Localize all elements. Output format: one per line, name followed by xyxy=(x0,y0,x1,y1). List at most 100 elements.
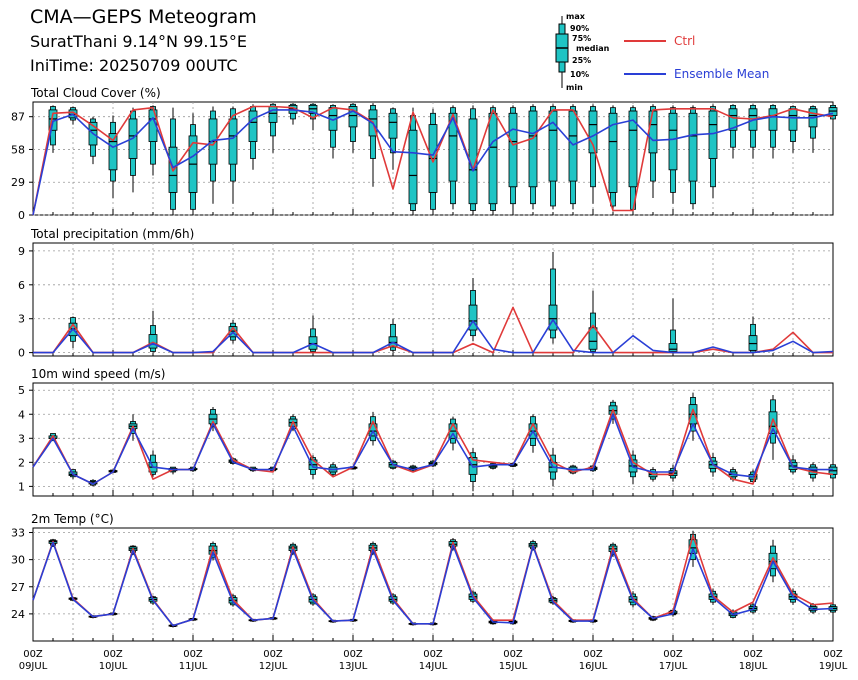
box-iqr xyxy=(248,110,258,142)
y-tick-label: 3 xyxy=(18,432,25,445)
box-iqr xyxy=(728,108,738,131)
box-iqr xyxy=(108,133,118,171)
box-lower-tail xyxy=(450,180,456,205)
x-hour-label: 00Z xyxy=(663,649,683,660)
initime-label: IniTime: 20250709 00UTC xyxy=(30,56,238,75)
box-lower-tail xyxy=(590,152,596,188)
box-upper-tail xyxy=(550,268,556,306)
legend-box-label: 90% xyxy=(570,24,589,33)
box-upper-tail xyxy=(750,323,756,337)
box-upper-tail xyxy=(150,325,156,335)
box-iqr xyxy=(488,112,498,205)
box-lower-tail xyxy=(470,203,476,211)
box-lower-tail xyxy=(810,473,816,479)
box-lower-tail xyxy=(130,158,136,176)
box-iqr xyxy=(348,106,358,128)
box-whisker xyxy=(608,105,618,212)
box-whisker xyxy=(588,290,598,353)
box-upper-tail xyxy=(310,328,316,338)
y-tick-label: 4 xyxy=(18,408,25,421)
box-whisker xyxy=(508,105,518,210)
box-whisker xyxy=(568,104,578,210)
box-iqr xyxy=(628,110,638,188)
box-lower-tail xyxy=(570,180,576,205)
box-lower-tail xyxy=(230,336,236,341)
box-upper-tail xyxy=(630,107,636,112)
box-whisker xyxy=(368,103,378,187)
box-lower-tail xyxy=(710,467,716,473)
panel-3: 10m wind speed (m/s) 1 2 3 4 5 xyxy=(18,367,838,497)
box-whisker xyxy=(248,104,258,170)
x-date-label: 15JUL xyxy=(499,661,528,672)
y-tick-label: 30 xyxy=(11,554,25,567)
panel-title: Total Cloud Cover (%) xyxy=(30,86,161,100)
box-lower-tail xyxy=(550,180,556,207)
panel-title: Total precipitation (mm/6h) xyxy=(30,227,194,241)
legend-box-label: median xyxy=(576,44,610,53)
y-tick-label: 58 xyxy=(11,143,25,156)
box-lower-tail xyxy=(350,126,356,142)
box-lower-tail xyxy=(250,141,256,159)
box-lower-tail xyxy=(430,191,436,210)
y-tick-label: 3 xyxy=(18,313,25,326)
box-lower-tail xyxy=(170,191,176,210)
box-upper-tail xyxy=(210,409,216,415)
box-lower-tail xyxy=(330,129,336,148)
box-whisker xyxy=(688,105,698,210)
box-iqr xyxy=(648,110,658,154)
box-upper-tail xyxy=(390,323,396,338)
box-iqr xyxy=(568,110,578,182)
ensemble-mean-line xyxy=(32,413,833,485)
box-lower-tail xyxy=(790,129,796,142)
box-upper-tail xyxy=(150,454,156,463)
box-iqr xyxy=(768,411,778,434)
box-upper-tail xyxy=(230,322,236,328)
box-whisker xyxy=(588,104,598,204)
box-iqr xyxy=(688,112,698,182)
box-lower-tail xyxy=(530,186,536,205)
box-whisker xyxy=(668,298,678,354)
legend-box-label: 25% xyxy=(572,56,591,65)
legend-box-label: max xyxy=(566,12,586,21)
box-whisker xyxy=(548,252,558,344)
x-hour-label: 00Z xyxy=(183,649,203,660)
box-lower-tail xyxy=(550,329,556,339)
legend-mean-label: Ensemble Mean xyxy=(674,67,769,81)
box-lower-tail xyxy=(390,346,396,351)
box-whisker xyxy=(668,105,678,204)
box-whisker xyxy=(528,104,538,210)
box-lower-tail xyxy=(370,435,376,442)
y-tick-label: 5 xyxy=(18,384,25,397)
box-upper-tail xyxy=(770,545,776,554)
box-lower-tail xyxy=(90,144,96,157)
box-upper-tail xyxy=(170,118,176,148)
y-tick-label: 6 xyxy=(18,279,25,292)
box-upper-tail xyxy=(530,416,536,425)
box-iqr xyxy=(668,343,678,352)
x-hour-label: 00Z xyxy=(263,649,283,660)
box-whisker xyxy=(328,104,338,159)
box-iqr xyxy=(408,129,418,205)
ensemble-mean-line xyxy=(33,318,834,354)
x-date-label: 19JUL xyxy=(819,661,848,672)
box-upper-tail xyxy=(70,317,76,324)
panel-title: 2m Temp (°C) xyxy=(31,512,114,526)
box-lower-tail xyxy=(310,469,316,475)
box-whisker xyxy=(828,104,838,123)
box-upper-tail xyxy=(90,118,96,123)
box-whisker xyxy=(128,107,138,193)
box-lower-tail xyxy=(770,568,776,577)
y-tick-label: 27 xyxy=(11,581,25,594)
box-iqr xyxy=(668,112,678,171)
panel-1: Total Cloud Cover (%) 0 29 58 87 xyxy=(11,86,838,222)
box-lower-tail xyxy=(670,169,676,193)
box-lower-tail xyxy=(410,203,416,211)
box-lower-tail xyxy=(650,152,656,182)
box-iqr xyxy=(388,112,398,139)
box-upper-tail xyxy=(110,121,116,135)
legend-ctrl-label: Ctrl xyxy=(674,34,695,48)
x-hour-label: 00Z xyxy=(583,649,603,660)
box-iqr xyxy=(588,110,598,154)
box-whisker xyxy=(708,104,718,199)
